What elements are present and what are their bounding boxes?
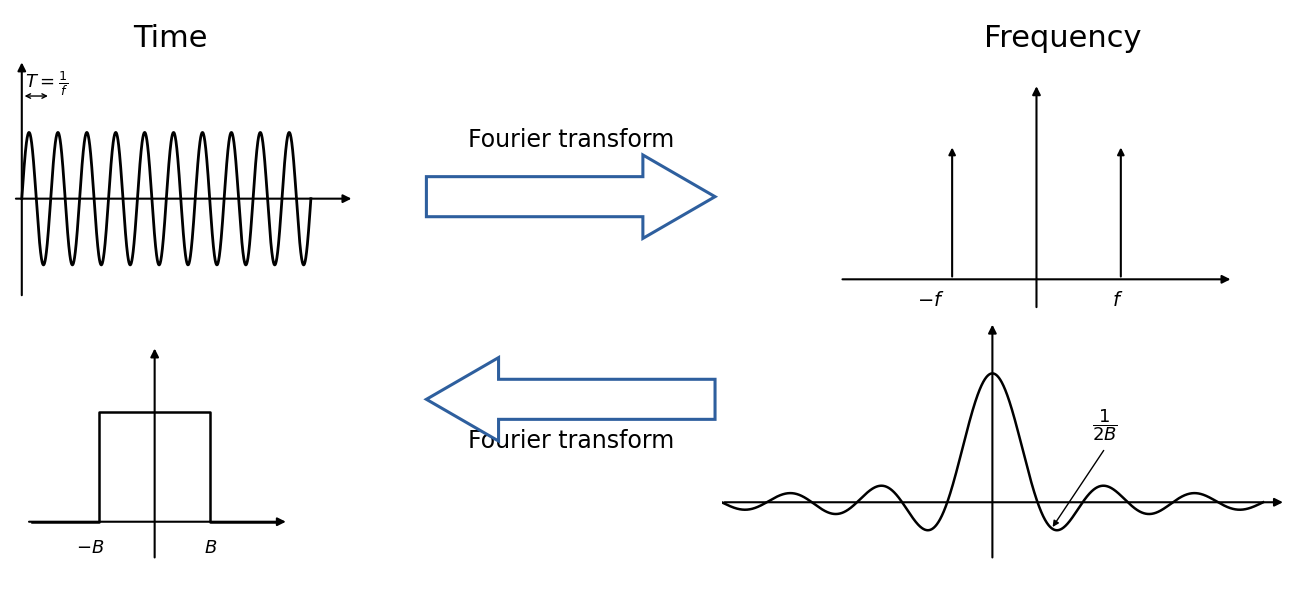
Text: $\dfrac{1}{2B}$: $\dfrac{1}{2B}$: [1092, 407, 1118, 443]
Text: $-f$: $-f$: [917, 291, 945, 311]
Text: $f$: $f$: [1113, 291, 1123, 311]
Text: $B$: $B$: [203, 539, 216, 557]
Text: Frequency: Frequency: [984, 24, 1141, 53]
Text: Time: Time: [134, 24, 207, 53]
Text: Fourier transform: Fourier transform: [467, 128, 674, 152]
Text: Inverse
Fourier transform: Inverse Fourier transform: [467, 399, 674, 453]
Text: $T = \frac{1}{f}$: $T = \frac{1}{f}$: [25, 70, 68, 98]
Text: $-B$: $-B$: [76, 539, 104, 557]
